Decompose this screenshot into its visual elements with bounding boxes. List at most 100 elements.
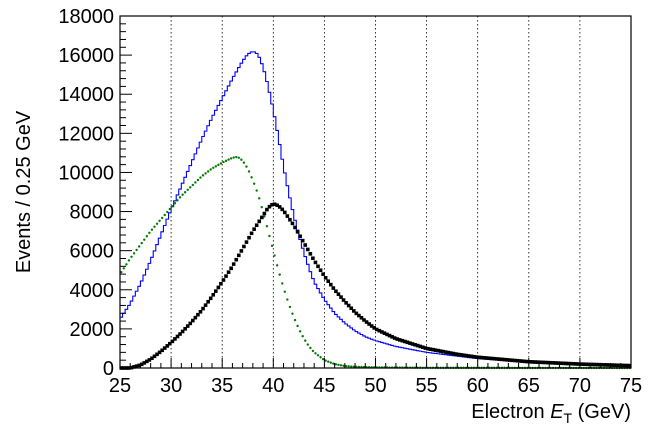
x-tick-label: 35	[211, 375, 233, 397]
series-black-marker	[247, 235, 251, 240]
series-black-marker	[492, 356, 497, 361]
series-black-marker	[216, 285, 221, 290]
series-black-marker	[587, 362, 591, 367]
series-black-marker	[382, 331, 387, 335]
series-black-marker	[576, 362, 581, 366]
series-green-point	[268, 234, 271, 238]
series-green-point	[270, 244, 274, 247]
series-black-marker	[155, 352, 159, 357]
series-black-marker	[357, 313, 361, 318]
series-green-point	[201, 174, 205, 177]
series-green-point	[166, 210, 169, 214]
series-black-marker	[254, 223, 259, 228]
series-black-marker	[597, 362, 601, 367]
series-black-marker	[469, 354, 474, 359]
series-black-marker	[507, 358, 512, 362]
series-green-point	[214, 165, 218, 168]
series-black-marker	[175, 334, 180, 339]
series-black-marker	[420, 345, 425, 350]
series-black-marker	[173, 337, 177, 341]
series-black-marker	[285, 214, 290, 218]
series-green-point	[212, 166, 215, 169]
series-black-marker	[441, 349, 446, 354]
series-black-marker	[201, 306, 205, 311]
series-black-marker	[431, 347, 435, 352]
series-black-marker	[530, 360, 535, 364]
series-green-point	[181, 193, 184, 196]
y-tick-label: 16000	[58, 45, 114, 67]
x-tick-label: 55	[415, 375, 437, 397]
series-black-marker	[372, 326, 377, 330]
series-black-marker	[369, 324, 374, 328]
y-tick-label: 4000	[70, 280, 115, 302]
series-green-point	[217, 163, 220, 167]
series-black-marker	[221, 278, 226, 282]
series-black-marker	[374, 327, 379, 332]
series-black-marker	[569, 361, 573, 366]
series-black-marker	[497, 357, 502, 361]
series-black-marker	[451, 351, 456, 356]
series-black-marker	[288, 217, 292, 222]
series-green-point	[176, 199, 179, 202]
series-black-marker	[581, 362, 586, 367]
series-green-point	[321, 358, 325, 361]
series-black-marker	[359, 315, 364, 320]
series-black-marker	[308, 252, 313, 256]
x-axis-label-prefix: Electron	[471, 401, 550, 423]
series-black-marker	[270, 202, 274, 207]
y-tick-label: 0	[103, 358, 114, 380]
y-tick-label: 10000	[58, 162, 114, 184]
series-black-marker	[418, 344, 423, 349]
series-black-marker	[477, 355, 481, 360]
series-black-marker	[627, 363, 632, 368]
series-black-marker	[599, 362, 604, 367]
series-green-point	[130, 255, 133, 258]
series-black-marker	[602, 363, 606, 367]
series-green-point	[342, 364, 345, 367]
series-black-marker	[456, 352, 461, 357]
series-green-point	[240, 158, 243, 161]
series-green-point	[350, 365, 353, 368]
series-green-point	[183, 191, 187, 194]
series-black-marker	[415, 343, 420, 348]
series-green-point	[178, 196, 182, 199]
series-black-marker	[525, 359, 530, 364]
series-black-marker	[385, 332, 389, 337]
series-green-point	[324, 359, 327, 362]
series-black-marker	[482, 356, 486, 360]
y-tick-label: 14000	[58, 84, 114, 106]
series-black-marker	[336, 292, 341, 296]
series-black-marker	[152, 354, 157, 359]
series-black-marker	[351, 309, 356, 313]
series-black-marker	[620, 363, 624, 368]
series-green-point	[309, 346, 312, 350]
series-green-point	[245, 165, 248, 168]
series-black-marker	[589, 362, 594, 367]
series-black-marker	[558, 361, 563, 366]
series-black-marker	[147, 358, 152, 362]
series-black-marker	[459, 353, 463, 357]
series-green-point	[247, 170, 251, 173]
series-green-point	[222, 160, 225, 164]
series-black-marker	[145, 359, 149, 364]
series-black-marker	[157, 350, 162, 355]
series-black-marker	[543, 360, 548, 365]
series-black-marker	[272, 202, 277, 207]
series-black-marker	[334, 289, 338, 294]
series-black-marker	[528, 360, 532, 364]
series-green-point	[237, 156, 241, 159]
series-black-marker	[564, 361, 568, 366]
series-green-point	[199, 176, 202, 179]
x-tick-labels: 25 30 35 40 45 50 55 60 65 70 75	[109, 375, 642, 397]
series-black-marker	[224, 274, 228, 278]
series-green-point	[301, 335, 304, 338]
series-black-marker	[520, 359, 525, 363]
x-axis-label-variable: E	[550, 401, 564, 423]
series-black-marker	[326, 279, 331, 284]
series-green-point	[265, 225, 269, 228]
series-green-point	[173, 202, 177, 205]
series-black-marker	[495, 357, 499, 361]
series-black-marker	[566, 361, 571, 366]
series-black-marker	[188, 321, 193, 326]
series-black-marker	[433, 348, 438, 352]
